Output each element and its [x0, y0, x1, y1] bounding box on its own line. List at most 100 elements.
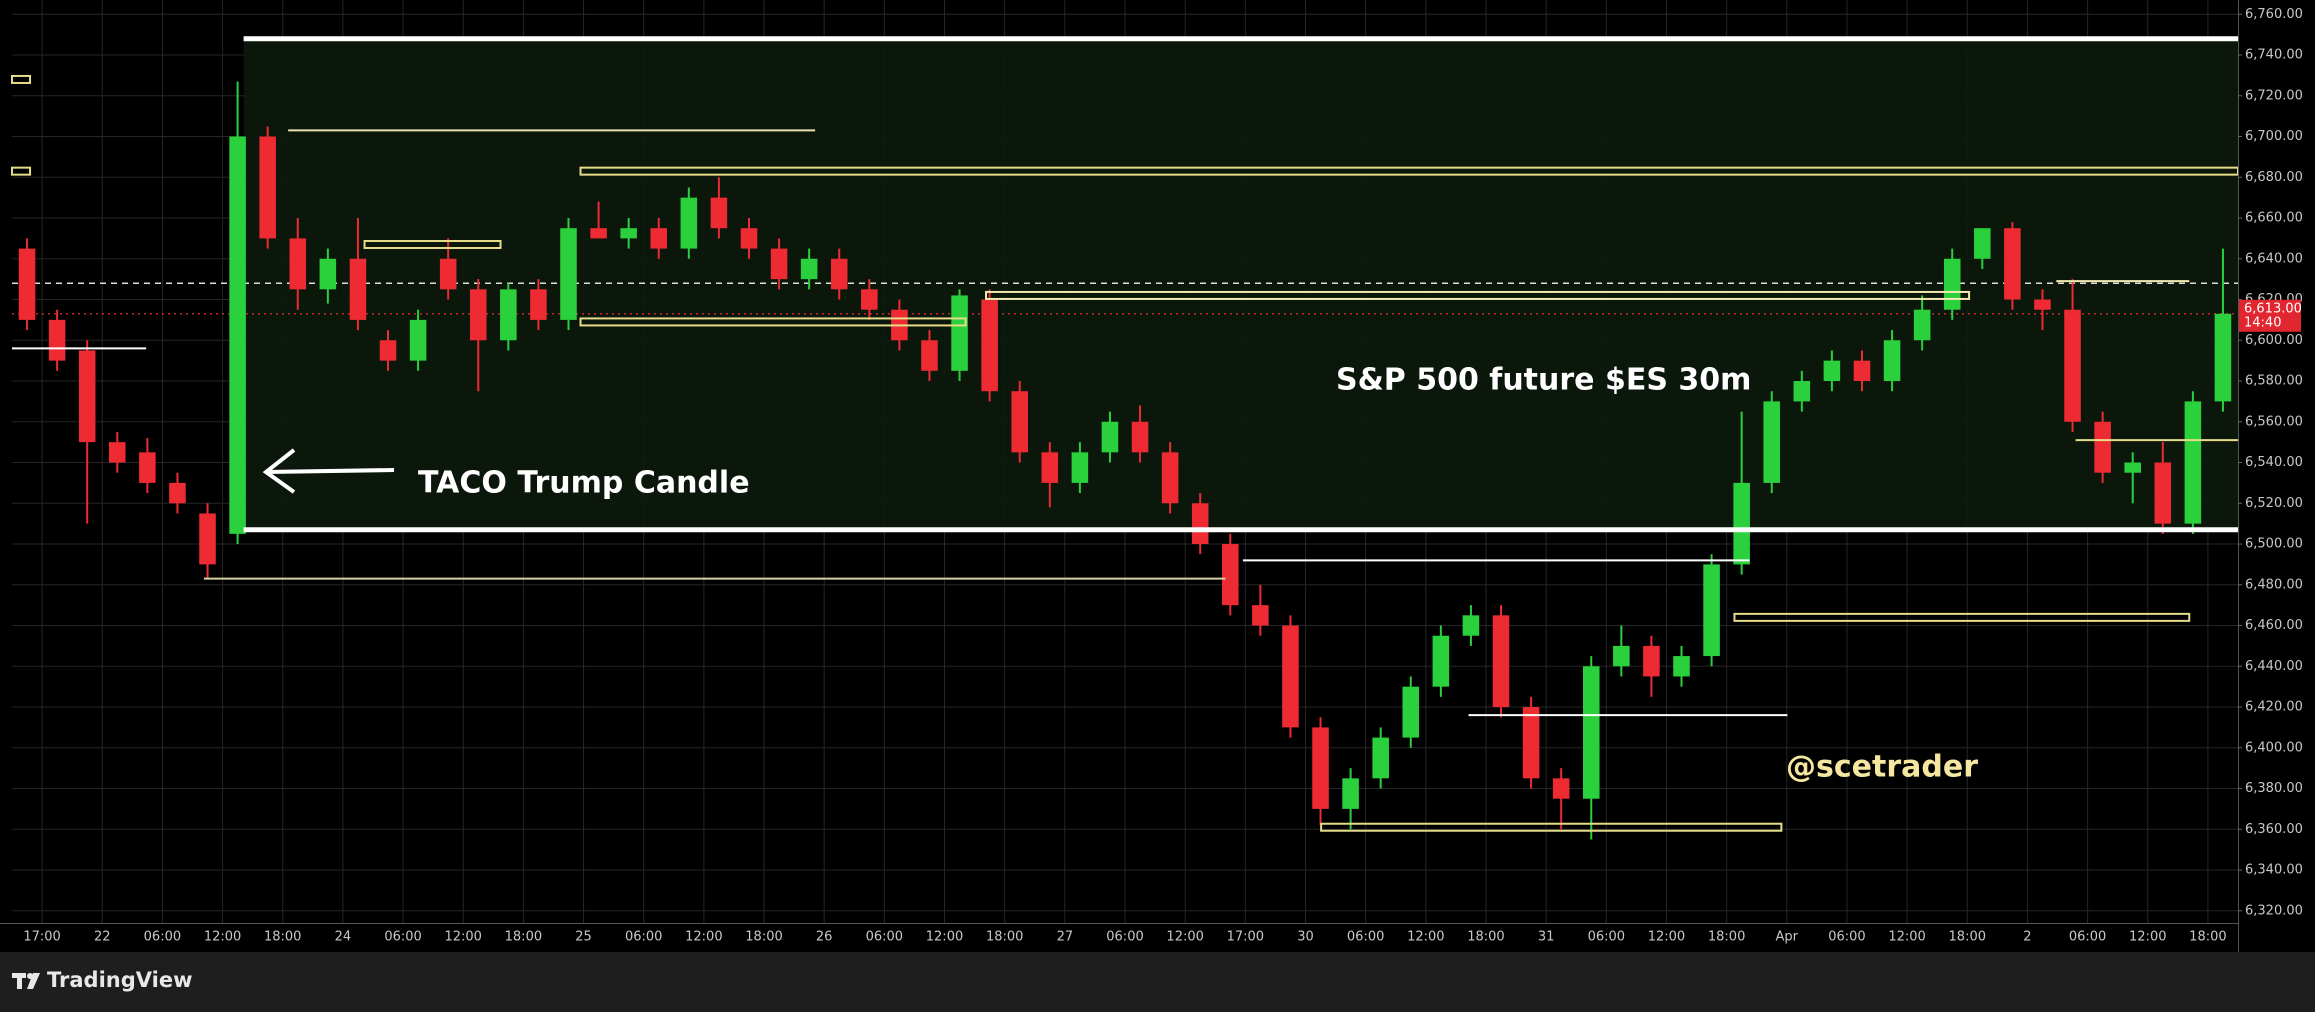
y-tick-label: 6,360.00: [2245, 822, 2303, 837]
x-tick-label: 12:00: [204, 930, 241, 945]
candle-body: [710, 197, 728, 229]
x-tick-label: 06:00: [1347, 930, 1384, 945]
x-tick-label: 06:00: [1828, 930, 1865, 945]
x-tick-label: 27: [1057, 930, 1074, 945]
y-tick-label: 6,700.00: [2245, 129, 2303, 144]
candle-body: [1312, 727, 1329, 809]
x-tick-label: 06:00: [1106, 930, 1143, 945]
candle-body: [1913, 309, 1931, 341]
x-tick-label: 24: [335, 930, 352, 945]
candle-body: [2094, 421, 2111, 473]
y-tick-label: 6,760.00: [2245, 7, 2303, 22]
y-tick-label: 6,740.00: [2245, 48, 2303, 63]
x-tick-label: 06:00: [625, 930, 662, 945]
candle-body: [1342, 778, 1359, 809]
chart-title: S&P 500 future $ES 30m: [1336, 363, 1751, 398]
candle-body: [1432, 635, 1450, 687]
x-tick-label: 12:00: [1407, 930, 1444, 945]
x-tick-label: 06:00: [144, 930, 181, 945]
y-tick-label: 6,460.00: [2245, 618, 2303, 633]
candle-body: [409, 319, 427, 361]
y-tick-label: 6,660.00: [2245, 211, 2303, 226]
x-tick-label: 26: [816, 930, 833, 945]
candle-body: [620, 228, 637, 239]
candle-body: [2034, 299, 2051, 310]
x-tick-label: 22: [94, 930, 111, 945]
y-tick-label: 6,440.00: [2245, 659, 2303, 674]
y-tick-label: 6,400.00: [2245, 740, 2303, 755]
y-tick-label: 6,520.00: [2245, 496, 2303, 511]
x-tick-label: 06:00: [1588, 930, 1625, 945]
candle-body: [469, 289, 487, 341]
x-tick-label: 12:00: [444, 930, 481, 945]
candle-body: [1974, 228, 1991, 259]
x-tick-label: 12:00: [685, 930, 722, 945]
candle-body: [109, 442, 126, 463]
x-tick-label: 12:00: [926, 930, 963, 945]
candle-body: [349, 258, 367, 320]
y-tick-label: 6,680.00: [2245, 170, 2303, 185]
candle-body: [78, 350, 96, 443]
candle-body: [590, 228, 607, 239]
x-tick-label: 31: [1538, 930, 1555, 945]
x-tick-label: 18:00: [986, 930, 1023, 945]
candles: [18, 81, 2232, 840]
y-tick-label: 6,420.00: [2245, 700, 2303, 715]
candle-body: [2214, 313, 2232, 402]
y-tick-label: 6,320.00: [2245, 903, 2303, 918]
candle-body: [1643, 645, 1660, 677]
candle-body: [289, 238, 307, 290]
candle-body: [1582, 666, 1600, 799]
level-box: [11, 166, 32, 176]
last-price-label: 6,613.00: [2244, 301, 2302, 316]
brand: TradingView: [47, 968, 192, 992]
footer: [0, 952, 2315, 1012]
x-tick-label: 18:00: [1467, 930, 1504, 945]
x-tick-label: 12:00: [1648, 930, 1685, 945]
candle-body: [1282, 625, 1299, 728]
candle-body: [1552, 778, 1570, 799]
level-box: [985, 290, 1971, 300]
x-tick-label: 06:00: [866, 930, 903, 945]
candle-body: [229, 136, 246, 534]
candle-body: [1462, 615, 1480, 636]
candle-body: [740, 228, 758, 249]
candle-body: [1041, 452, 1059, 483]
candle-body: [18, 248, 36, 320]
x-tick-label: 17:00: [1227, 930, 1264, 945]
y-tick-label: 6,580.00: [2245, 374, 2303, 389]
x-tick-label: Apr: [1776, 930, 1799, 945]
candle-body: [1101, 421, 1119, 453]
candle-body: [1191, 503, 1209, 545]
candle-body: [1763, 401, 1781, 483]
y-tick-label: 6,560.00: [2245, 414, 2303, 429]
x-tick-label: 12:00: [2129, 930, 2166, 945]
candle-body: [530, 289, 547, 320]
candle-body: [1252, 605, 1269, 626]
candle-body: [1703, 564, 1720, 657]
candle-body: [1161, 452, 1179, 504]
candle-body: [1522, 707, 1540, 779]
x-tick-label: 18:00: [2189, 930, 2226, 945]
y-tick-label: 6,340.00: [2245, 863, 2303, 878]
x-axis-line: [0, 923, 2238, 924]
candle-body: [48, 319, 66, 361]
x-tick-label: 12:00: [1888, 930, 1925, 945]
candle-body: [379, 340, 397, 361]
candle-body: [1613, 645, 1630, 667]
candle-body: [1793, 381, 1811, 402]
y-tick-label: 6,600.00: [2245, 333, 2303, 348]
x-tick-label: 12:00: [1166, 930, 1203, 945]
candle-body: [169, 482, 186, 504]
x-tick-label: 25: [575, 930, 592, 945]
x-tick-label: 18:00: [745, 930, 782, 945]
y-tick-label: 6,380.00: [2245, 781, 2303, 796]
candle-body: [861, 289, 878, 310]
candle-body: [1492, 615, 1510, 708]
candle-body: [1943, 258, 1961, 310]
zone: [12, 38, 2239, 530]
x-tick-label: 18:00: [505, 930, 542, 945]
x-tick-label: 06:00: [2069, 930, 2106, 945]
x-tick-label: 18:00: [264, 930, 301, 945]
y-tick-label: 6,480.00: [2245, 577, 2303, 592]
